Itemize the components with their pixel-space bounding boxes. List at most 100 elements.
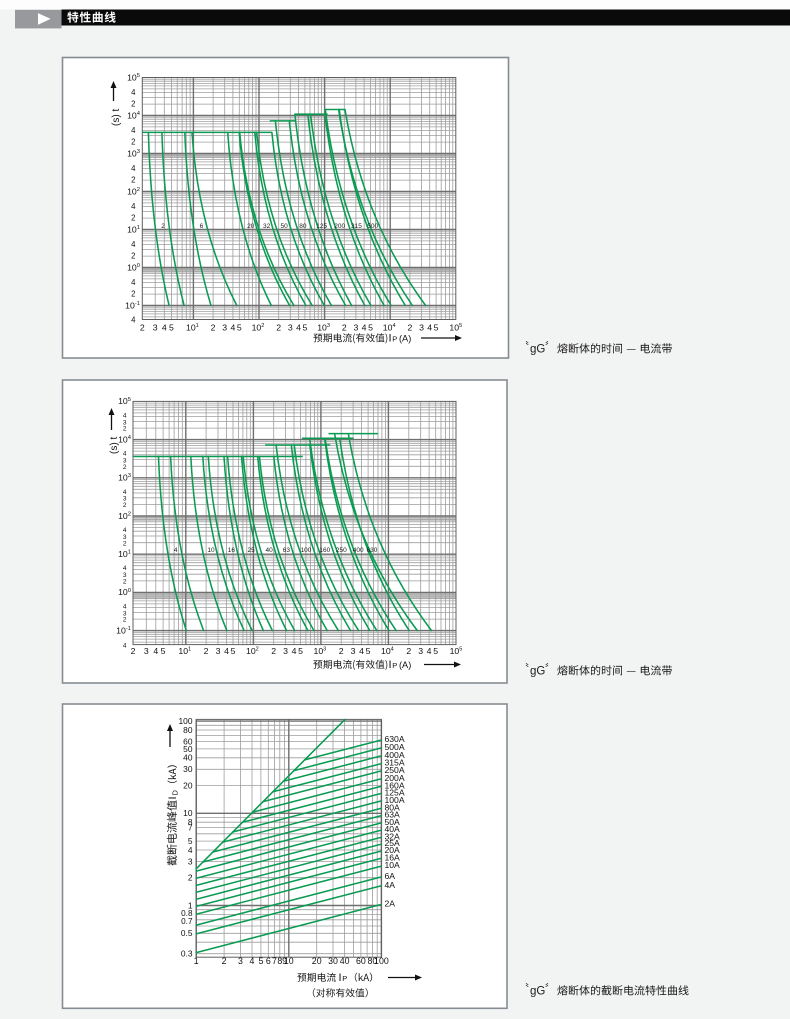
- svg-text:0.5: 0.5: [181, 928, 193, 938]
- svg-text:0.3: 0.3: [181, 949, 193, 959]
- svg-text:2: 2: [222, 956, 227, 966]
- svg-text:4: 4: [250, 956, 255, 966]
- svg-text:4A: 4A: [385, 880, 396, 890]
- svg-text:3: 3: [222, 323, 227, 333]
- svg-text:20: 20: [183, 780, 193, 790]
- svg-text:125: 125: [316, 223, 327, 230]
- svg-text:6: 6: [266, 956, 271, 966]
- svg-text:104: 104: [381, 646, 394, 656]
- svg-text:1: 1: [188, 900, 193, 910]
- svg-text:7: 7: [188, 823, 193, 833]
- svg-text:3: 3: [123, 534, 127, 541]
- svg-text:50: 50: [280, 223, 288, 230]
- svg-text:2A: 2A: [385, 899, 396, 909]
- svg-text:1: 1: [194, 956, 199, 966]
- svg-text:2: 2: [342, 323, 347, 333]
- svg-text:5: 5: [188, 836, 193, 846]
- svg-text:5: 5: [366, 646, 371, 656]
- svg-text:50A: 50A: [385, 817, 401, 827]
- svg-text:104: 104: [118, 434, 132, 444]
- svg-text:9: 9: [282, 956, 287, 966]
- svg-text:gG: gG: [530, 666, 545, 678]
- svg-text:500: 500: [367, 223, 378, 230]
- svg-text:8: 8: [188, 817, 193, 827]
- svg-text:2: 2: [271, 646, 276, 656]
- svg-text:4: 4: [123, 451, 127, 458]
- svg-text:4: 4: [224, 646, 229, 656]
- svg-text:4: 4: [359, 646, 364, 656]
- svg-text:I: I: [339, 972, 342, 984]
- svg-text:gG: gG: [530, 986, 545, 998]
- svg-text:102: 102: [252, 323, 265, 333]
- svg-text:101: 101: [178, 646, 191, 656]
- svg-text:6A: 6A: [385, 871, 396, 881]
- svg-text:105: 105: [118, 396, 131, 406]
- svg-text:10-1: 10-1: [125, 300, 140, 310]
- svg-text:63A: 63A: [385, 810, 401, 820]
- svg-text:4: 4: [292, 646, 297, 656]
- svg-text:3: 3: [123, 496, 127, 503]
- svg-text:100: 100: [374, 956, 389, 966]
- svg-text:80: 80: [368, 956, 378, 966]
- svg-text:3: 3: [123, 572, 127, 579]
- svg-text:0.7: 0.7: [181, 917, 193, 926]
- svg-text:3: 3: [144, 646, 149, 656]
- svg-text:5: 5: [161, 646, 166, 656]
- svg-text:10-1: 10-1: [116, 625, 131, 635]
- svg-text:40: 40: [340, 956, 350, 966]
- svg-text:2: 2: [161, 223, 165, 230]
- svg-text:4: 4: [123, 603, 127, 610]
- svg-text:102: 102: [127, 186, 140, 196]
- svg-text:4: 4: [188, 845, 193, 855]
- svg-text:5: 5: [298, 646, 303, 656]
- svg-text:4: 4: [131, 240, 136, 249]
- svg-text:4: 4: [131, 202, 136, 211]
- svg-text:I: I: [389, 659, 392, 671]
- svg-text:2: 2: [131, 214, 135, 223]
- svg-text:101: 101: [118, 549, 131, 559]
- svg-text:3: 3: [216, 646, 221, 656]
- svg-text:10A: 10A: [385, 860, 401, 870]
- svg-text:100: 100: [301, 547, 312, 554]
- svg-text:5: 5: [302, 323, 307, 333]
- svg-text:315A: 315A: [385, 758, 405, 768]
- svg-text:I: I: [389, 333, 392, 345]
- svg-text:5: 5: [237, 323, 242, 333]
- svg-text:3: 3: [351, 646, 356, 656]
- svg-text:2: 2: [339, 646, 344, 656]
- svg-text:0.8: 0.8: [181, 909, 193, 918]
- svg-text:16: 16: [228, 547, 236, 554]
- svg-text:I: I: [167, 796, 179, 799]
- svg-text:3: 3: [283, 646, 288, 656]
- svg-text:400: 400: [353, 547, 364, 554]
- svg-text:80A: 80A: [385, 802, 401, 812]
- svg-text:80: 80: [299, 223, 307, 230]
- svg-text:315: 315: [351, 223, 362, 230]
- svg-text:80: 80: [183, 725, 193, 735]
- svg-text:2: 2: [123, 502, 127, 509]
- svg-text:105: 105: [127, 72, 140, 82]
- svg-text:3: 3: [123, 419, 127, 426]
- svg-text:(A): (A): [399, 334, 411, 344]
- svg-text:500A: 500A: [385, 742, 405, 752]
- svg-text:20: 20: [312, 956, 322, 966]
- svg-text:3: 3: [288, 323, 293, 333]
- svg-text:4: 4: [131, 316, 136, 325]
- svg-text:5: 5: [433, 646, 438, 656]
- svg-text:3: 3: [418, 646, 423, 656]
- svg-text:103: 103: [314, 646, 327, 656]
- svg-text:100: 100: [179, 716, 193, 726]
- svg-text:5: 5: [434, 323, 439, 333]
- svg-text:5: 5: [258, 956, 263, 966]
- svg-text:3: 3: [353, 323, 358, 333]
- svg-text:4: 4: [123, 527, 127, 534]
- svg-text:2: 2: [123, 540, 127, 547]
- svg-text:2: 2: [123, 426, 127, 433]
- svg-text:4: 4: [362, 323, 367, 333]
- svg-text:250A: 250A: [385, 765, 405, 775]
- svg-text:3: 3: [153, 323, 158, 333]
- svg-text:2: 2: [131, 646, 136, 656]
- svg-text:10: 10: [183, 808, 193, 818]
- svg-text:4: 4: [296, 323, 301, 333]
- svg-text:100A: 100A: [385, 795, 405, 805]
